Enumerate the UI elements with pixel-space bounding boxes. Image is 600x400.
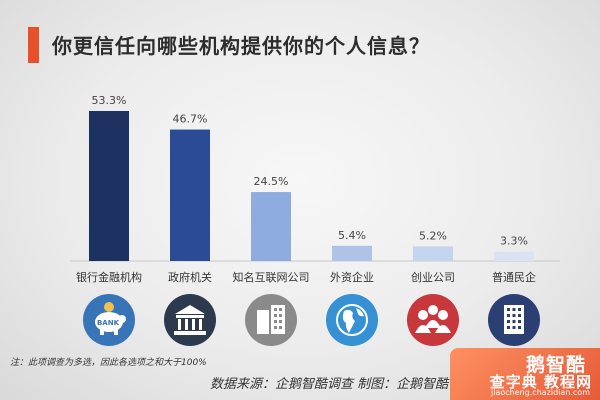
category-label: 普通民企 [492,270,536,284]
building-icon [488,294,540,346]
watermark: 鹅智酷 查字典 教程网 jiaocheng.chazidian.com [450,348,600,400]
data-source: 数据来源：企鹅智酷调查 制图：企鹅智酷 [210,377,449,392]
office-buildings-icon [245,294,297,346]
value-label: 5.2% [419,229,447,242]
government-building-icon [164,294,216,346]
value-label: 3.3% [500,235,528,248]
bar-6 [494,251,534,261]
value-label: 5.4% [338,229,366,242]
category-label: 政府机关 [168,270,212,284]
value-label: 24.5% [254,175,289,188]
bar-1 [89,111,129,261]
bar-2 [170,129,210,261]
value-label: 46.7% [173,113,208,126]
bar-4 [332,245,372,261]
category-label: 创业公司 [411,271,455,284]
watermark-url: jiaocheng.chazidian.com [490,388,590,397]
people-group-icon [407,294,459,346]
title-accent-bar [28,27,39,63]
icon-text: BANK [97,319,120,327]
piggy-bank-icon: BANK [83,294,135,346]
bar-3 [251,192,291,261]
value-label: 53.3% [92,94,127,107]
footnote: 注：此项调查为多选，因此各选项之和大于100% [10,358,207,368]
globe-icon [326,294,378,346]
category-label: 银行金融机构 [76,270,142,284]
category-label: 知名互联网公司 [233,270,310,284]
watermark-site: 查字典 教程网 [489,373,592,391]
bar-5 [413,246,453,261]
chart-title: 你更信任向哪些机构提供你的个人信息？ [52,34,430,58]
category-label: 外资企业 [330,270,374,284]
watermark-logo: 鹅智酷 [525,354,586,376]
